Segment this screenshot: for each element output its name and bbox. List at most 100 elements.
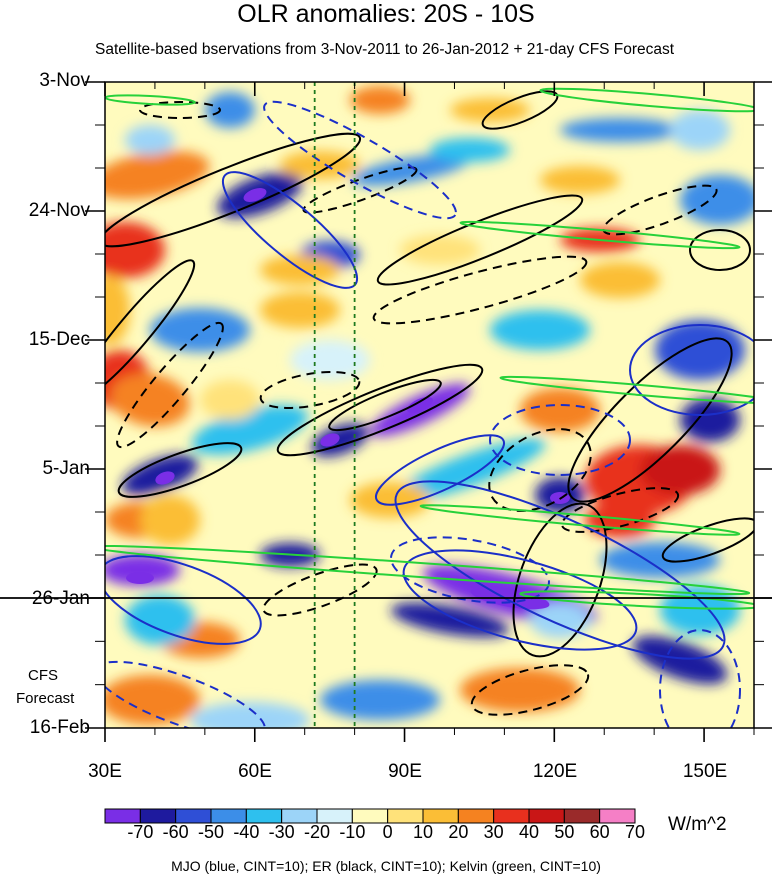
forecast-label: Forecast <box>16 690 75 707</box>
er-contour <box>560 487 680 533</box>
kelvin-contour <box>419 504 741 536</box>
mjo-contour <box>105 555 262 645</box>
colorbar-swatch <box>599 808 636 824</box>
y-tick-label: 5-Jan <box>42 458 90 479</box>
er-contour <box>376 194 584 286</box>
mjo-contour <box>374 434 506 506</box>
heatmap-cell <box>350 482 430 518</box>
heatmap-cell <box>280 151 360 179</box>
er-contour <box>689 229 751 271</box>
mjo-contour <box>629 324 754 416</box>
colorbar-swatch <box>387 808 424 824</box>
heatmap-core <box>155 471 175 485</box>
er-contour <box>116 321 224 449</box>
heatmap-cell <box>290 340 370 380</box>
y-tick-label: 24-Nov <box>28 200 90 221</box>
colorbar-tick-label: -10 <box>339 822 366 842</box>
kelvin-contour <box>519 590 754 610</box>
colorbar-tick-label: -50 <box>197 822 224 842</box>
heatmap-cell <box>110 373 190 427</box>
mjo-contour <box>489 404 631 476</box>
heatmap-cell <box>600 542 720 578</box>
axis-ticks <box>0 81 772 742</box>
kelvin-contour <box>459 220 741 250</box>
heatmap-cell <box>540 166 620 194</box>
heatmap-cell <box>560 118 680 142</box>
x-tick-label: 150E <box>682 761 728 782</box>
colorbar-swatch <box>210 808 247 824</box>
x-tick-label: 120E <box>532 761 578 782</box>
colorbar-swatch <box>528 808 565 824</box>
colorbar-tick-label: -30 <box>268 822 295 842</box>
colorbar-swatch <box>139 808 177 824</box>
heatmap-cell <box>670 110 730 150</box>
contour-legend-caption: MJO (blue, CINT=10); ER (black, CINT=10)… <box>171 858 601 874</box>
x-tick-label: 90E <box>388 761 422 782</box>
er-contour <box>139 101 221 119</box>
heatmap-cell <box>680 398 740 442</box>
heatmap-cell <box>105 222 165 278</box>
heatmap-core <box>126 572 154 584</box>
colorbar-tick-label: 50 <box>554 822 575 842</box>
er-contour <box>117 442 243 498</box>
colorbar-tick-label: -20 <box>303 822 330 842</box>
er-contour <box>372 255 588 325</box>
colorbar-tick-label: 70 <box>624 822 646 842</box>
x-tick-label: 60E <box>238 761 272 782</box>
plot-frame <box>104 81 755 729</box>
er-contour <box>262 563 378 617</box>
heatmap-cell <box>530 602 590 638</box>
colorbar-units: W/m^2 <box>668 814 727 835</box>
colorbar-swatch <box>493 808 530 824</box>
colorbar-tick-label: 0 <box>382 822 393 842</box>
er-contour <box>328 378 442 432</box>
heatmap-core <box>407 396 433 414</box>
heatmap-cell <box>490 310 590 350</box>
er-contour <box>488 428 592 512</box>
heatmap-cell <box>320 680 440 720</box>
kelvin-contour <box>499 375 754 405</box>
kelvin-contour <box>539 87 754 113</box>
y-tick-label: 26-Jan <box>31 588 90 609</box>
er-contour <box>105 132 362 248</box>
heatmap-cell <box>190 702 310 728</box>
mjo-contour <box>105 660 266 728</box>
mjo-contour <box>402 549 638 651</box>
er-contour <box>259 371 361 409</box>
colorbar-tick-label: 10 <box>412 822 434 842</box>
heatmap-cell <box>125 595 195 645</box>
heatmap-cell <box>430 138 510 162</box>
colorbar-tick-label: 30 <box>483 822 504 842</box>
y-tick-label: 3-Nov <box>39 70 90 91</box>
er-contour <box>567 337 733 503</box>
colorbar-swatch <box>104 808 141 824</box>
heatmap-core <box>243 188 267 202</box>
er-contour <box>276 363 484 457</box>
heatmap-core <box>320 433 340 447</box>
plot-area <box>0 81 772 742</box>
heatmap-cell <box>632 635 728 685</box>
colorbar-swatch <box>316 808 353 824</box>
er-contour <box>302 166 418 214</box>
heatmap-cell <box>200 380 260 420</box>
y-tick-label: 16-Feb <box>29 717 90 738</box>
y-tick-label: 15-Dec <box>28 329 90 350</box>
chart-title: OLR anomalies: 20S - 10S <box>237 0 535 28</box>
reference-lines <box>313 82 356 728</box>
er-contour <box>512 502 608 658</box>
colorbar-tick-label: -40 <box>233 822 260 842</box>
heatmap-cell <box>450 98 530 122</box>
heatmap-cell <box>680 175 754 225</box>
anomaly-contours <box>105 87 754 728</box>
mjo-contour <box>659 629 741 728</box>
colorbar-tick-label: 20 <box>448 822 469 842</box>
heatmap-cell <box>105 275 130 345</box>
heatmap-cell <box>260 255 340 285</box>
mjo-contour <box>263 100 457 220</box>
mjo-contour <box>390 536 550 604</box>
colorbar-tick-label: 40 <box>518 822 540 842</box>
colorbar-swatch <box>422 808 459 824</box>
chart-subtitle: Satellite-based bservations from 3-Nov-2… <box>95 41 675 58</box>
heatmap-cell <box>205 92 255 128</box>
kelvin-contour <box>105 544 751 596</box>
